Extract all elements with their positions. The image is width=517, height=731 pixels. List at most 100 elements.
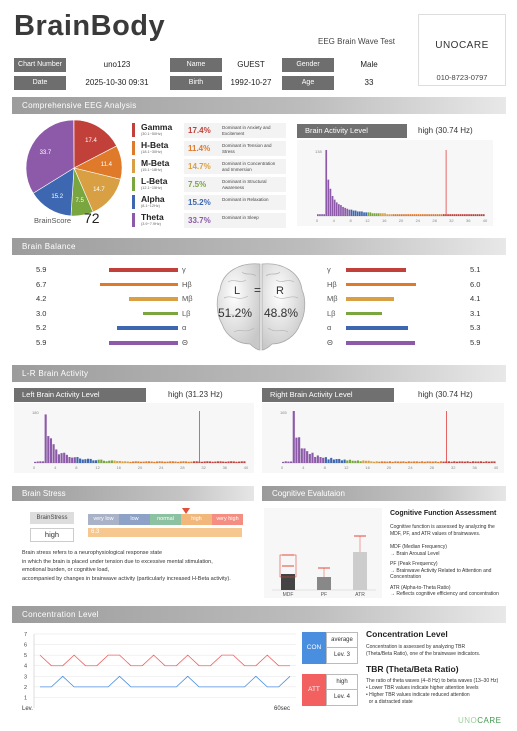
concentration-text-line: (Theta/Beta Ratio), one of the brainwave…: [366, 651, 481, 657]
histogram-bar: [418, 461, 421, 463]
histogram-bar: [356, 460, 360, 463]
histogram-bar: [429, 461, 432, 463]
stress-scale-1: low: [119, 514, 150, 525]
histogram-bar: [105, 461, 108, 463]
histogram-bar: [47, 436, 50, 463]
histogram-bar: [471, 461, 475, 463]
histogram-bar: [116, 461, 119, 463]
histogram-bar: [290, 461, 293, 463]
histogram-bar: [319, 457, 322, 463]
histogram-bar: [392, 214, 395, 216]
left-activity-histogram: 180 0 4 8 12 16 20 24 28 32 36 40: [32, 410, 249, 470]
histogram-bar: [362, 460, 365, 463]
histogram-bar: [386, 214, 388, 216]
histogram-bar: [348, 209, 351, 216]
pie-slice-gamma: [73, 119, 118, 169]
wave-range: (3.9~7.9Hz): [141, 222, 161, 226]
histogram-bar: [410, 461, 413, 463]
cognitive-chart-panel: MDF PF ATR: [264, 508, 382, 598]
balance-right-bar: [346, 297, 395, 301]
balance-right-value: 3.1: [470, 308, 481, 318]
histogram-bar: [351, 460, 354, 463]
con-badge: CON: [302, 632, 326, 664]
histogram-bar: [314, 456, 317, 463]
histogram-bar: [126, 461, 129, 463]
histogram-bar: [365, 212, 367, 216]
stress-scale-0: very low: [88, 514, 119, 525]
histogram-bar: [208, 461, 212, 463]
x-axis-tick: 16: [117, 465, 122, 470]
histogram-bar: [363, 212, 365, 216]
wave-row-bg: [184, 195, 286, 210]
stress-score: 6.3: [91, 529, 100, 535]
balance-left-value: 4.2: [36, 294, 47, 304]
balance-left-bar: [142, 311, 178, 316]
histogram-bar: [455, 461, 459, 463]
stress-text-line: accompanied by changes in brainwave acti…: [22, 575, 231, 582]
chart-number-label: Chart Number: [14, 58, 66, 72]
histogram-bar: [455, 214, 458, 216]
x-axis-tick: 12: [365, 218, 370, 223]
balance-right-value: 5.1: [470, 265, 481, 274]
tbr-text-line: • Higher TBR values indicate reduced att…: [366, 692, 470, 698]
histogram-bar: [440, 214, 443, 216]
age-value: 33: [364, 78, 374, 87]
wave-range: (30.1~50Hz): [141, 132, 162, 136]
x-axis-tick: 28: [432, 218, 437, 223]
brand-title: BrainBody: [14, 10, 166, 42]
histogram-bar: [163, 461, 166, 463]
x-axis-tick: 36: [466, 218, 471, 223]
right-brain-percent: 48.8%: [264, 306, 299, 320]
balance-left-bar: [117, 326, 178, 330]
histogram-bar: [438, 214, 441, 216]
histogram-bar: [142, 461, 145, 463]
histogram-bar: [55, 449, 58, 463]
histogram-bar: [461, 461, 464, 463]
y-axis-tick: 2: [24, 685, 27, 691]
company-name: UNOCARE: [435, 40, 489, 51]
right-activity-panel: 165 0 4 8 12 16 20 24 28 32 36 40: [262, 403, 504, 473]
cognitive-item-line: MDF (Median Frequency): [390, 544, 447, 550]
balance-right-bar: [346, 268, 406, 272]
histogram-bar: [350, 209, 353, 216]
x-axis-tick: 4: [333, 218, 336, 223]
histogram-bar: [442, 461, 445, 463]
right-activity-histogram: 165 0 4 8 12 16 20 24 28 32 36 40: [280, 410, 499, 470]
y-axis-tick: 6: [24, 643, 27, 649]
histogram-bar: [92, 460, 95, 463]
birth-value: 1992-10-27: [230, 78, 272, 87]
x-axis-tick: 32: [449, 218, 454, 223]
histogram-bar: [430, 214, 433, 216]
histogram-bar: [329, 188, 332, 216]
company-box: [418, 14, 506, 86]
histogram-bar: [179, 461, 182, 463]
histogram-bar: [295, 437, 298, 463]
histogram-bar: [121, 461, 124, 463]
balance-left-symbol: Θ: [182, 338, 188, 347]
histogram-bar: [421, 461, 424, 463]
histogram-bar: [398, 214, 401, 216]
x-axis-tick: 8: [75, 465, 78, 470]
balance-right-symbol: γ: [327, 265, 331, 274]
x-axis-tick: 16: [382, 218, 387, 223]
wave-row-bg: [184, 141, 286, 156]
histogram-bar: [158, 461, 161, 463]
histogram-bar: [378, 461, 381, 463]
histogram-bar: [391, 461, 394, 463]
histogram-bar: [129, 461, 132, 463]
atr-bar: [353, 552, 367, 590]
histogram-bar: [403, 214, 405, 216]
histogram-bar: [224, 461, 227, 463]
histogram-bar: [344, 207, 346, 216]
y-axis-max: 165: [280, 410, 287, 415]
wave-range: (8.1~12Hz): [141, 204, 160, 208]
brain-activity-value: high (30.74 Hz): [418, 126, 473, 135]
chart-number-value: uno123: [103, 60, 131, 69]
histogram-bar: [356, 211, 359, 216]
histogram-bar: [466, 461, 469, 463]
histogram-bar: [100, 459, 103, 463]
histogram-bar: [399, 461, 402, 463]
histogram-bar: [325, 150, 328, 216]
right-activity-value: high (30.74 Hz): [418, 390, 473, 399]
wave-description: Dominant in Sleep: [222, 215, 259, 220]
